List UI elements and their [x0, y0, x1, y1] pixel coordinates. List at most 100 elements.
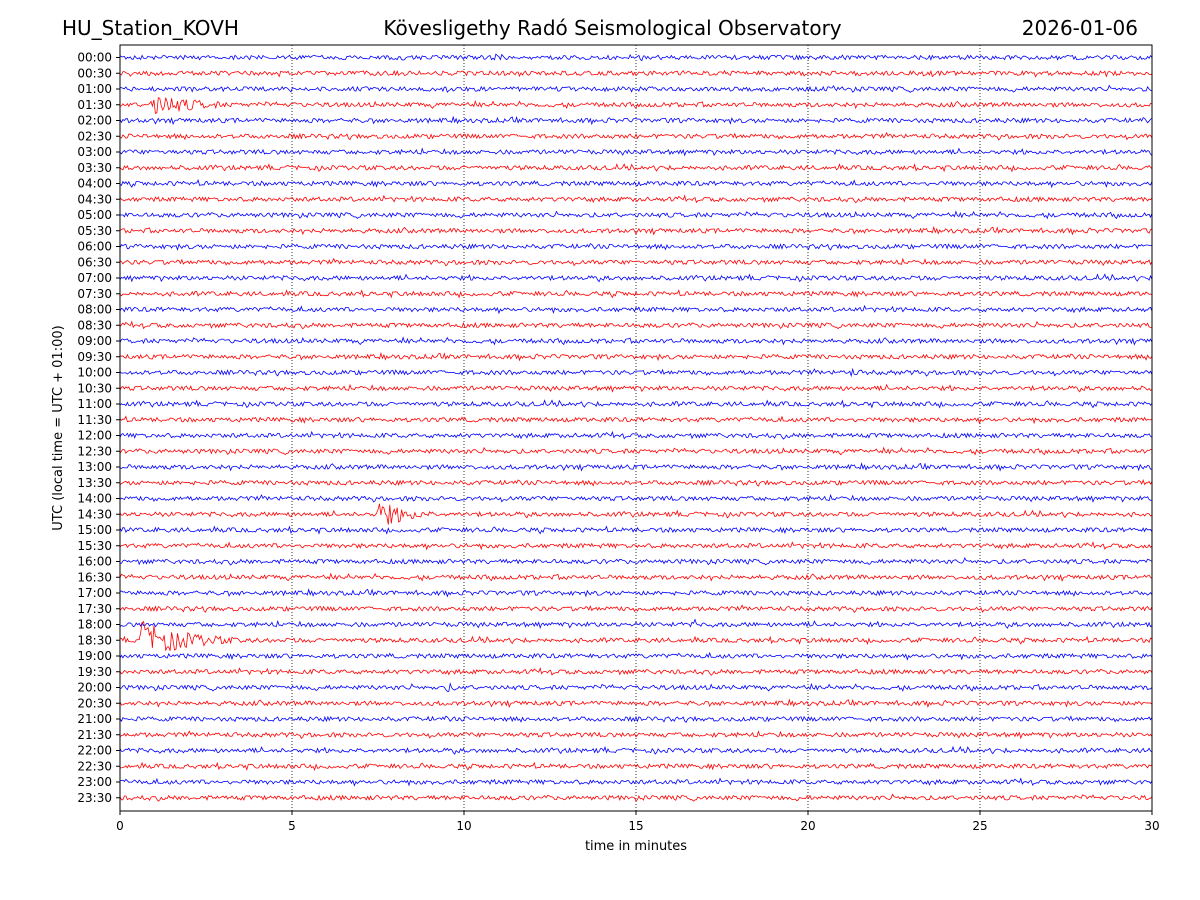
- y-tick-label: 06:30: [77, 255, 112, 269]
- trace-2000: [119, 682, 1153, 692]
- trace-1730: [119, 604, 1153, 613]
- y-tick-label: 10:00: [77, 366, 112, 380]
- x-tick-label: 0: [116, 819, 124, 833]
- y-tick-label: 21:30: [77, 728, 112, 742]
- trace-1930: [119, 666, 1153, 676]
- y-tick-label: 18:30: [77, 633, 112, 647]
- x-tick-label: 10: [456, 819, 471, 833]
- y-tick-label: 05:30: [77, 224, 112, 238]
- trace-1500: [119, 525, 1153, 535]
- y-tick-label: 11:30: [77, 413, 112, 427]
- y-tick-label: 08:30: [77, 318, 112, 332]
- trace-2330: [119, 793, 1153, 802]
- trace-1330: [119, 479, 1153, 487]
- y-tick-label: 13:00: [77, 460, 112, 474]
- trace-1700: [119, 588, 1153, 598]
- y-tick-label: 23:30: [77, 791, 112, 805]
- trace-0900: [119, 336, 1153, 346]
- y-tick-label: 02:00: [77, 114, 112, 128]
- x-tick-label: 5: [288, 819, 296, 833]
- trace-1200: [119, 430, 1153, 440]
- trace-0200: [119, 115, 1153, 126]
- y-tick-label: 00:00: [77, 51, 112, 65]
- trace-2130: [119, 730, 1153, 740]
- trace-0230: [119, 131, 1153, 141]
- station-name: HU_Station_KOVH: [62, 16, 239, 40]
- trace-1230: [119, 446, 1153, 456]
- y-tick-label: 07:00: [77, 271, 112, 285]
- trace-2100: [119, 715, 1153, 723]
- y-tick-label: 19:00: [77, 649, 112, 663]
- seismic-traces: [119, 53, 1153, 802]
- y-tick-label: 20:00: [77, 681, 112, 695]
- y-tick-label: 18:00: [77, 618, 112, 632]
- trace-0730: [119, 289, 1153, 299]
- trace-1900: [119, 651, 1153, 661]
- trace-0630: [119, 257, 1153, 267]
- y-tick-label: 16:00: [77, 555, 112, 569]
- y-tick-label: 12:30: [77, 444, 112, 458]
- trace-2030: [119, 698, 1153, 708]
- trace-1530: [119, 540, 1153, 551]
- trace-1130: [119, 415, 1153, 425]
- y-tick-label: 17:30: [77, 602, 112, 616]
- x-axis-ticks: 0 5 10 15 20 25 30: [116, 811, 1160, 833]
- y-tick-label: 05:00: [77, 208, 112, 222]
- y-tick-label: 11:00: [77, 397, 112, 411]
- grid-lines: [291, 45, 981, 811]
- y-tick-label: 02:30: [77, 129, 112, 143]
- y-tick-label: 08:00: [77, 303, 112, 317]
- trace-0930: [119, 351, 1153, 362]
- x-tick-label: 15: [628, 819, 643, 833]
- trace-0300: [119, 147, 1153, 157]
- y-tick-label: 14:00: [77, 492, 112, 506]
- y-tick-label: 15:30: [77, 539, 112, 553]
- trace-0100: [119, 84, 1153, 93]
- trace-0330: [119, 163, 1153, 173]
- trace-1300: [119, 462, 1153, 472]
- chart-date: 2026-01-06: [1021, 16, 1138, 40]
- y-tick-label: 04:00: [77, 177, 112, 191]
- y-tick-label: 00:30: [77, 66, 112, 80]
- trace-1400: [119, 493, 1153, 503]
- trace-1600: [119, 557, 1153, 566]
- trace-1830: [119, 620, 1153, 651]
- y-tick-label: 13:30: [77, 476, 112, 490]
- trace-0000: [119, 53, 1153, 62]
- trace-1000: [119, 367, 1153, 378]
- trace-0800: [119, 304, 1153, 315]
- y-tick-label: 01:00: [77, 82, 112, 96]
- trace-1800: [119, 618, 1153, 629]
- y-tick-label: 10:30: [77, 381, 112, 395]
- y-tick-label: 04:30: [77, 192, 112, 206]
- y-tick-label: 21:00: [77, 712, 112, 726]
- y-tick-label: 01:30: [77, 98, 112, 112]
- y-tick-label: 22:30: [77, 759, 112, 773]
- trace-2300: [119, 777, 1153, 787]
- x-tick-label: 30: [1144, 819, 1159, 833]
- y-tick-label: 22:00: [77, 744, 112, 758]
- trace-0600: [119, 243, 1153, 251]
- trace-0130: [119, 97, 1153, 114]
- y-tick-label: 09:00: [77, 334, 112, 348]
- y-tick-label: 07:30: [77, 287, 112, 301]
- trace-0030: [119, 69, 1153, 78]
- x-tick-label: 25: [972, 819, 987, 833]
- chart-title: Kövesligethy Radó Seismological Observat…: [383, 16, 842, 40]
- trace-0500: [120, 210, 1153, 220]
- x-tick-label: 20: [800, 819, 815, 833]
- trace-0400: [119, 178, 1153, 189]
- trace-0430: [119, 194, 1153, 204]
- x-axis-label: time in minutes: [585, 839, 687, 854]
- trace-0530: [119, 225, 1153, 236]
- trace-0700: [119, 273, 1153, 283]
- y-tick-label: 09:30: [77, 350, 112, 364]
- y-tick-label: 20:30: [77, 696, 112, 710]
- y-tick-label: 16:30: [77, 570, 112, 584]
- y-tick-label: 23:00: [77, 775, 112, 789]
- trace-1030: [119, 383, 1153, 393]
- trace-2230: [119, 761, 1153, 771]
- y-tick-label: 15:00: [77, 523, 112, 537]
